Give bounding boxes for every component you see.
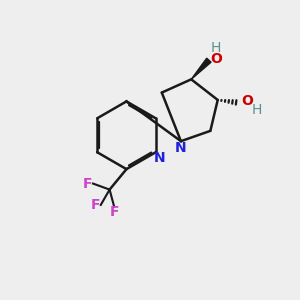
Text: O: O bbox=[241, 94, 253, 108]
Text: N: N bbox=[154, 151, 165, 164]
Text: O: O bbox=[210, 52, 222, 66]
Text: F: F bbox=[91, 198, 100, 212]
Text: F: F bbox=[83, 177, 92, 190]
Polygon shape bbox=[191, 58, 211, 79]
Text: F: F bbox=[110, 205, 119, 219]
Text: H: H bbox=[211, 41, 221, 55]
Text: N: N bbox=[175, 141, 186, 154]
Text: H: H bbox=[252, 103, 262, 117]
